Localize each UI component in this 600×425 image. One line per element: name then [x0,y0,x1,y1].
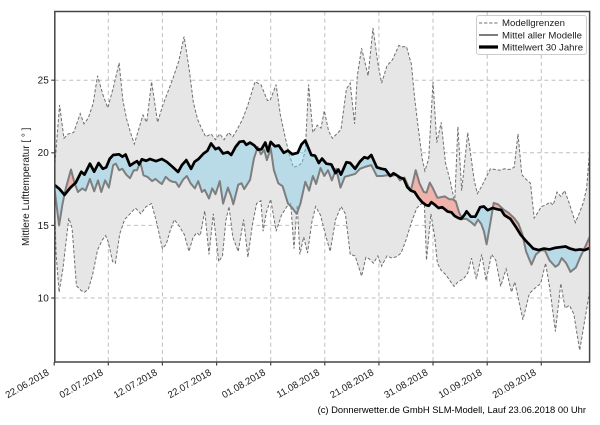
svg-text:Modellgrenzen: Modellgrenzen [502,18,565,29]
svg-text:20: 20 [38,148,50,159]
svg-text:15: 15 [38,221,50,232]
svg-text:10: 10 [38,293,50,304]
svg-text:Mittelwert 30 Jahre: Mittelwert 30 Jahre [502,43,583,54]
svg-text:(c) Donnerwetter.de GmbH SLM-M: (c) Donnerwetter.de GmbH SLM-Modell, Lau… [318,404,586,415]
svg-text:25: 25 [38,76,50,87]
svg-text:Mittel aller Modelle: Mittel aller Modelle [502,30,582,41]
svg-text:Mittlere Lufttemperatur [ ° ]: Mittlere Lufttemperatur [ ° ] [21,127,32,246]
